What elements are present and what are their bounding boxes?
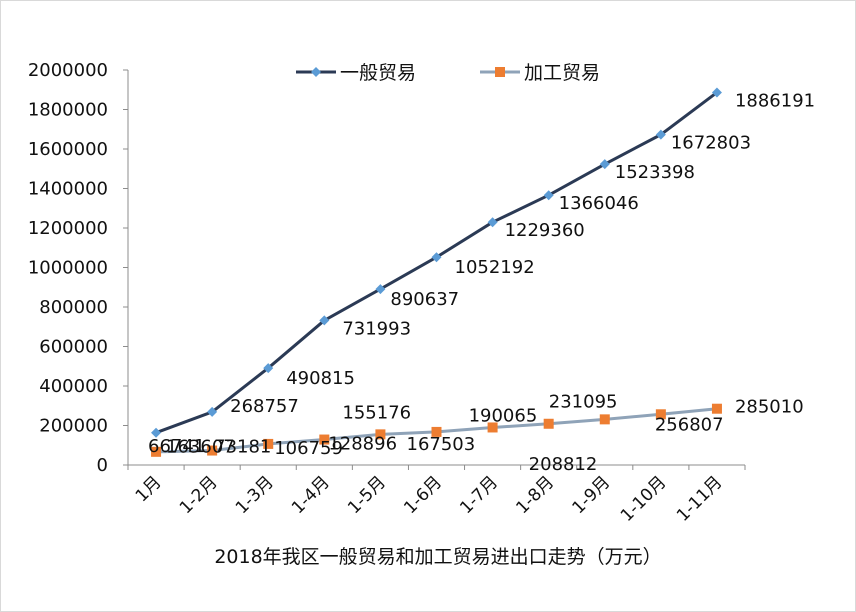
y-tick-label: 200000 bbox=[39, 416, 108, 437]
legend: 一般贸易 加工贸易 bbox=[296, 62, 600, 84]
series-1-point bbox=[319, 315, 330, 326]
series-2-point bbox=[711, 403, 722, 414]
series-1-data-label: 1886191 bbox=[735, 90, 815, 111]
series-2-data-label: 106759 bbox=[274, 438, 343, 459]
y-tick-label: 0 bbox=[97, 455, 108, 476]
series-1-point bbox=[207, 406, 218, 417]
series-2-point bbox=[207, 445, 218, 456]
series-2-data-label: 208812 bbox=[529, 454, 598, 475]
series-2-point bbox=[431, 426, 442, 437]
series-2-data-label: 73181 bbox=[214, 437, 271, 458]
series-layer bbox=[151, 87, 722, 457]
series-1-data-label: 731993 bbox=[342, 318, 411, 339]
y-tick-label: 800000 bbox=[39, 297, 108, 318]
series-2-point bbox=[655, 409, 666, 420]
series-1-point bbox=[599, 159, 610, 170]
series-1-data-label: 890637 bbox=[390, 289, 459, 310]
series-1-point bbox=[375, 284, 386, 295]
legend-marker-1 bbox=[311, 67, 321, 77]
series-2-point bbox=[319, 434, 330, 445]
series-1-point bbox=[711, 87, 722, 98]
series-2-data-label: 285010 bbox=[735, 397, 804, 418]
series-2-data-label: 256807 bbox=[655, 414, 724, 435]
series-1-data-label: 1366046 bbox=[559, 193, 639, 214]
series-1-data-label: 1052192 bbox=[455, 257, 535, 278]
series-2-point bbox=[543, 418, 554, 429]
chart-title: 2018年我区一般贸易和加工贸易进出口走势（万元） bbox=[214, 546, 661, 568]
series-1-data-label: 163607 bbox=[166, 437, 235, 458]
series-2-data-label: 128896 bbox=[328, 434, 397, 455]
series-1-point bbox=[263, 363, 274, 374]
legend-label-1: 一般贸易 bbox=[340, 62, 416, 84]
series-1-point bbox=[655, 129, 666, 140]
y-tick-label: 1800000 bbox=[28, 100, 108, 121]
series-1-data-label: 490815 bbox=[286, 368, 355, 389]
series-2-data-label: 190065 bbox=[469, 405, 538, 426]
series-2-point bbox=[151, 446, 162, 457]
series-1-point bbox=[543, 190, 554, 201]
legend-marker-2 bbox=[495, 67, 505, 77]
y-tick-label: 1600000 bbox=[28, 139, 108, 160]
y-tick-label: 600000 bbox=[39, 337, 108, 358]
series-2-point bbox=[599, 414, 610, 425]
legend-label-2: 加工贸易 bbox=[524, 62, 600, 84]
series-1-data-label: 1229360 bbox=[505, 220, 585, 241]
y-tick-label: 1000000 bbox=[28, 258, 108, 279]
series-1-point bbox=[487, 217, 498, 228]
series-1-data-label: 1523398 bbox=[615, 162, 695, 183]
series-1-data-label: 1672803 bbox=[671, 133, 751, 154]
series-2-point bbox=[263, 438, 274, 449]
series-2-point bbox=[487, 422, 498, 433]
series-2-data-label: 155176 bbox=[342, 402, 411, 423]
series-2-data-label: 231095 bbox=[549, 391, 618, 412]
series-1-point bbox=[431, 252, 442, 263]
y-tick-label: 400000 bbox=[39, 376, 108, 397]
series-2-data-label: 66741 bbox=[148, 436, 205, 457]
series-1-data-label: 268757 bbox=[230, 396, 299, 417]
series-1-point bbox=[151, 427, 162, 438]
series-2-data-label: 167503 bbox=[407, 434, 476, 455]
series-2-point bbox=[375, 429, 386, 440]
y-tick-label: 1200000 bbox=[28, 218, 108, 239]
data-labels: 163607 268757 490815 731993 890637 1052192 122… bbox=[148, 90, 815, 474]
y-tick-label: 2000000 bbox=[28, 60, 108, 81]
y-tick-label: 1400000 bbox=[28, 179, 108, 200]
